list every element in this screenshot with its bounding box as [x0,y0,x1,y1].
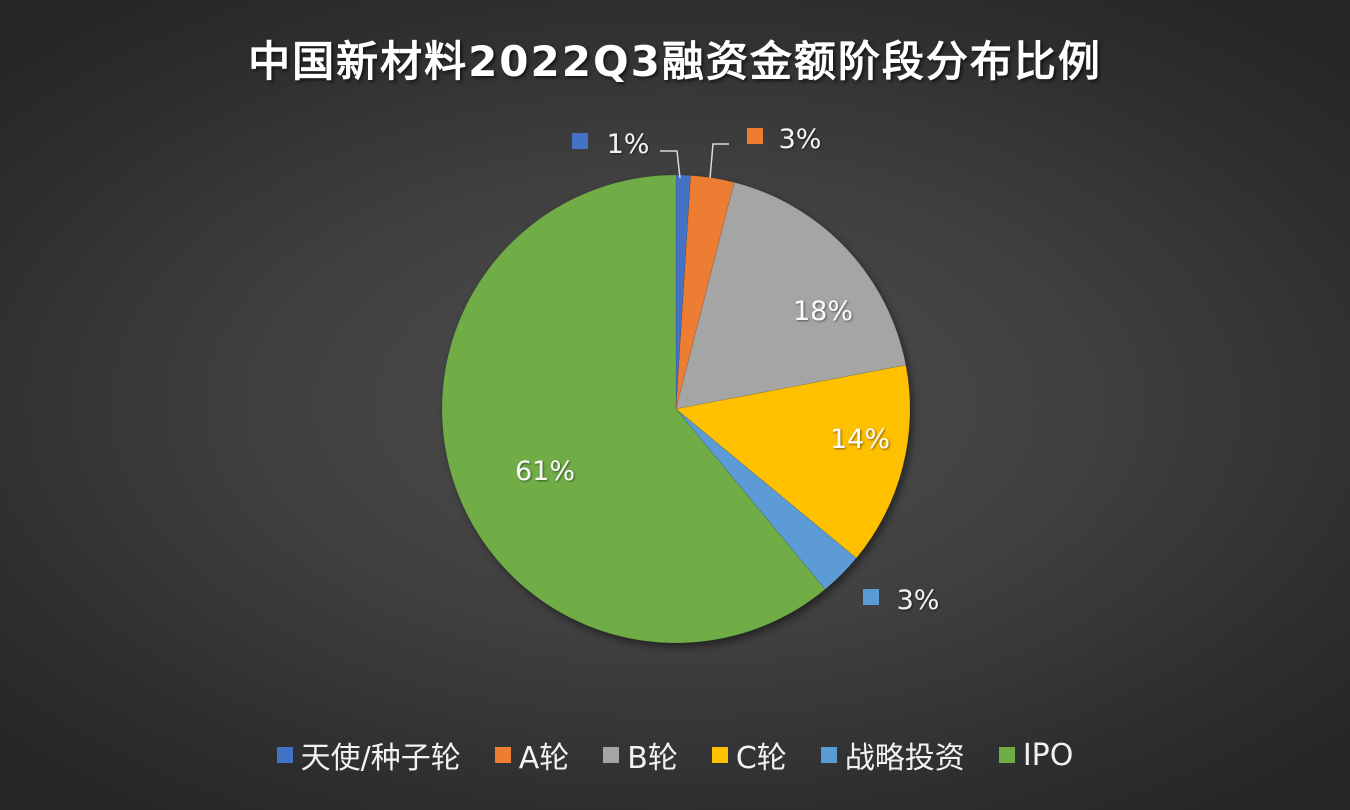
legend: 天使/种子轮 A轮 B轮 C轮 战略投资 IPO [0,733,1350,777]
data-labels: 1% 3% 18% 14% 3% 61% [481,124,939,616]
legend-item-angel-seed: 天使/种子轮 [276,733,461,777]
label-marker-series-a [747,128,763,144]
leader-line-angel-seed [660,150,681,179]
data-label-ipo: 61% [515,456,575,487]
legend-swatch-series-b [603,747,620,763]
legend-item-strategic: 战略投资 [820,733,965,777]
label-marker-series-c [793,428,809,444]
data-label-series-c: 14% [830,424,890,455]
legend-label: 天使/种子轮 [300,741,461,776]
legend-swatch-series-a [494,747,511,763]
pie-slice-ipo [441,174,826,644]
leader-line-series-a [709,143,729,179]
data-label-series-b: 18% [793,296,853,327]
legend-swatch-strategic [820,747,837,763]
legend-item-ipo: IPO [998,737,1074,773]
pie-slice-series-b [675,181,907,410]
legend-swatch-series-c [711,747,728,763]
legend-label: C轮 [735,741,787,776]
legend-label: B轮 [627,741,678,776]
legend-label: 战略投资 [844,741,965,776]
legend-swatch-ipo [998,747,1015,763]
legend-item-series-a: A轮 [494,733,570,777]
label-marker-series-b [759,298,775,314]
data-label-strategic: 3% [897,585,940,616]
label-marker-strategic [863,589,879,605]
legend-swatch-angel-seed [276,747,293,763]
data-label-angel-seed: 1% [607,129,650,160]
pie-chart: 1% 3% 18% 14% 3% 61% [441,124,939,644]
data-label-series-a: 3% [779,124,822,155]
legend-label: A轮 [518,741,570,776]
label-marker-ipo [481,459,497,475]
legend-label: IPO [1022,737,1074,773]
label-marker-angel-seed [572,133,588,149]
legend-item-series-b: B轮 [603,733,678,777]
legend-item-series-c: C轮 [711,733,787,777]
pie-slice-series-c [675,364,911,559]
chart-title: 中国新材料2022Q3融资金额阶段分布比例 [248,37,1102,86]
leader-lines [660,143,729,179]
pie-slices [441,174,911,644]
